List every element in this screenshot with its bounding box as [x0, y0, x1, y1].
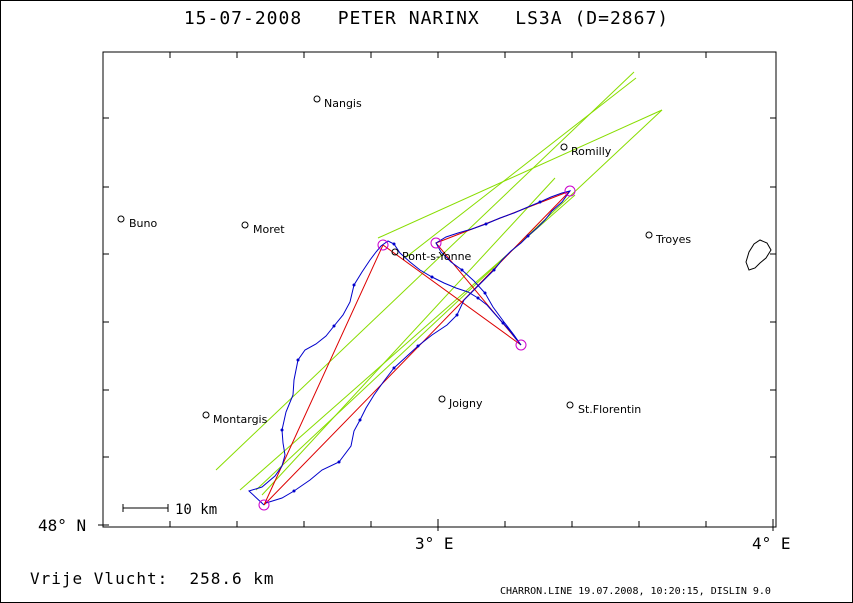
lake-outline-icon	[745, 239, 772, 271]
town-troyes: Troyes	[645, 231, 691, 246]
turnpoint-1	[377, 239, 389, 251]
town-buno: Buno	[117, 215, 157, 230]
lon-label-4e: 4° E	[752, 534, 791, 553]
town-montargis: Montargis	[202, 411, 268, 426]
town-label: Nangis	[324, 97, 362, 110]
lat-label-48n: 48° N	[38, 516, 86, 535]
town-label: St.Florentin	[578, 403, 641, 416]
town-st-florentin: St.Florentin	[566, 401, 641, 416]
map-frame	[102, 51, 777, 528]
town-marker-icon	[560, 143, 568, 151]
turnpoint-2	[515, 339, 527, 351]
left-axis-ticks	[98, 117, 109, 526]
turnpoints	[258, 185, 576, 511]
right-axis-ticks	[770, 117, 776, 458]
track-fixes	[280, 200, 542, 493]
town-marker-icon	[202, 411, 210, 419]
town-label: Buno	[129, 217, 157, 230]
town-marker-icon	[313, 95, 321, 103]
turnpoint-4	[564, 185, 576, 197]
town-nangis: Nangis	[313, 95, 362, 110]
task-route	[263, 190, 571, 506]
town-marker-icon	[241, 221, 249, 229]
town-label: Pont-s-Yonne	[402, 250, 472, 263]
town-label: Troyes	[655, 233, 691, 246]
program-info: CHARRON.LINE 19.07.2008, 10:20:15, DISLI…	[500, 586, 771, 597]
town-marker-icon	[438, 395, 446, 403]
turnpoint-3	[430, 237, 442, 249]
town-marker-icon	[117, 215, 125, 223]
town-label: Romilly	[571, 145, 612, 158]
town-label: Montargis	[213, 413, 268, 426]
town-marker-icon	[391, 248, 399, 256]
town-label: Joigny	[448, 397, 483, 410]
sector-lines	[215, 71, 663, 496]
top-axis-ticks	[169, 52, 707, 58]
gps-track	[248, 190, 572, 506]
town-marker-icon	[566, 401, 574, 409]
town-marker-icon	[645, 231, 653, 239]
town-joigny: Joigny	[438, 395, 483, 410]
lon-label-3e: 3° E	[415, 534, 454, 553]
bottom-axis-ticks	[169, 519, 774, 531]
free-flight-distance: Vrije Vlucht: 258.6 km	[30, 569, 275, 588]
town-pont-s-yonne: Pont-s-Yonne	[391, 248, 472, 263]
start-turnpoint	[258, 499, 270, 511]
town-moret: Moret	[241, 221, 285, 236]
scale-bar-label: 10 km	[175, 502, 217, 518]
town-romilly: Romilly	[560, 143, 612, 158]
scale-bar: 10 km	[122, 502, 217, 518]
town-label: Moret	[253, 223, 285, 236]
flight-title: 15-07-2008 PETER NARINX LS3A (D=2867)	[183, 8, 670, 29]
